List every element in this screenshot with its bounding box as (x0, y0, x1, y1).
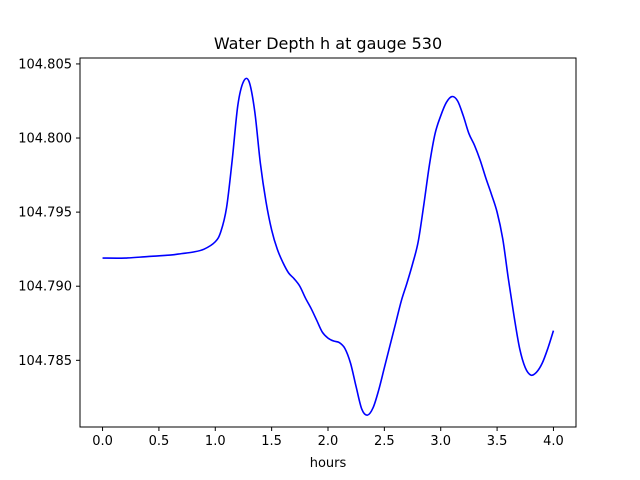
x-tick-label: 1.0 (205, 434, 226, 449)
x-tick-label: 3.0 (430, 434, 451, 449)
x-axis: 0.0 0.5 1.0 1.5 2.0 2.5 3.0 3.5 4.0 (92, 427, 564, 449)
x-tick-label: 1.5 (261, 434, 282, 449)
x-tick-label: 3.5 (487, 434, 508, 449)
x-tick-label: 0.0 (92, 434, 113, 449)
x-tick-label: 0.5 (149, 434, 170, 449)
chart-title: Water Depth h at gauge 530 (214, 34, 442, 53)
x-tick-label: 4.0 (543, 434, 564, 449)
x-tick-label: 2.0 (318, 434, 339, 449)
y-tick-label: 104.805 (18, 57, 72, 72)
y-tick-label: 104.785 (18, 354, 72, 369)
x-tick-label: 2.5 (374, 434, 395, 449)
y-tick-label: 104.800 (18, 132, 72, 147)
x-axis-label: hours (310, 456, 347, 471)
series-line (102, 77, 555, 416)
y-tick-label: 104.795 (18, 206, 72, 221)
y-tick-label: 104.790 (18, 280, 72, 295)
series-layer (102, 77, 555, 416)
plot-area (79, 57, 577, 428)
y-axis: 104.785 104.790 104.795 104.800 104.805 (18, 57, 80, 369)
